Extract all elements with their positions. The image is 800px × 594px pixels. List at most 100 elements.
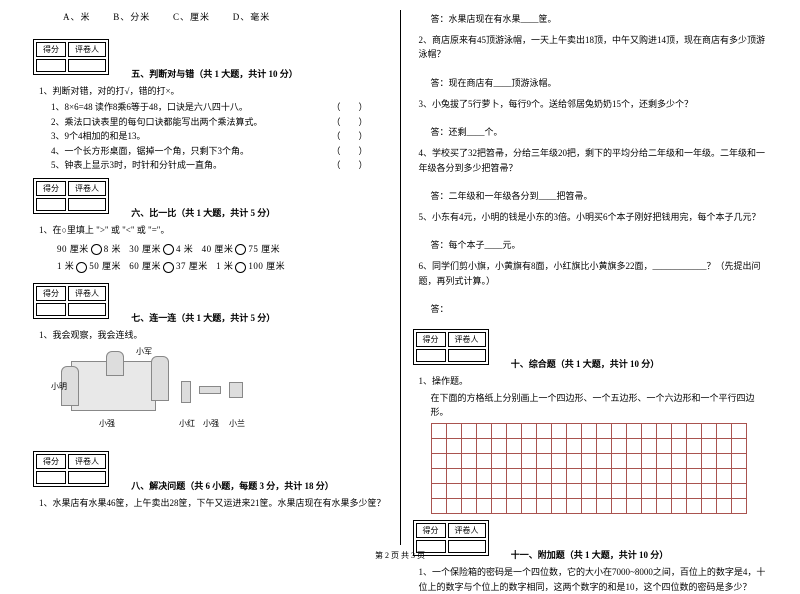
fig-label-xl: 小兰 [229,418,245,429]
grid-cell [641,454,656,469]
grid-cell [446,424,461,439]
grid-cell [686,484,701,499]
grid-cell [506,484,521,499]
section-8-title: 八、解决问题（共 6 小题，每题 3 分，共计 18 分） [131,479,334,492]
grid-cell [536,424,551,439]
grid-cell [476,499,491,514]
s8-a3: 答：还剩____个。 [431,125,768,138]
grid-cell [611,439,626,454]
grid-cell [596,484,611,499]
grid-cell [641,424,656,439]
score-box-5: 得分 评卷人 [33,39,109,75]
grid-cell [641,499,656,514]
option-c: C、厘米 [173,12,210,22]
score-label: 得分 [36,181,66,196]
grid-cell [431,454,446,469]
connect-figure: 小明 小军 小强 小红 小强 小兰 [51,346,251,441]
grid-cell [731,499,746,514]
grid-cell [521,454,536,469]
paren: （ ） [331,158,367,172]
option-d: D、毫米 [233,12,271,22]
circle-icon [76,262,87,273]
grid-cell [656,469,671,484]
cmp5b: 37 厘米 [176,261,208,271]
grid-cell [461,454,476,469]
cmp2b: 4 米 [176,244,193,254]
grid-cell [701,484,716,499]
option-b: B、分米 [113,12,150,22]
grid-cell [596,424,611,439]
grid-cell [596,469,611,484]
circle-icon [235,262,246,273]
grid-cell [476,469,491,484]
grid-cell [446,469,461,484]
grid-cell [581,469,596,484]
grid-cell [521,499,536,514]
score-box-8: 得分 评卷人 [33,451,109,487]
grid-cell [446,499,461,514]
grid-cell [701,424,716,439]
grid-cell [671,469,686,484]
grid-cell [491,454,506,469]
grader-label: 评卷人 [68,42,106,57]
section-8-header: 得分 评卷人 八、解决问题（共 6 小题，每题 3 分，共计 18 分） [33,445,388,492]
grid-cell [581,484,596,499]
grid-cell [491,499,506,514]
grid-cell [536,469,551,484]
s8-a5: 答：每个本子____元。 [431,238,768,251]
grid-cell [506,424,521,439]
circle-icon [91,244,102,255]
grid-cell [461,469,476,484]
grader-label: 评卷人 [68,454,106,469]
s5-q1a: 1、8×6=48 读作8乘6等于48，口诀是六八四十八。 （ ） [51,100,388,114]
s8-a2: 答：现在商店有____顶游泳帽。 [431,76,768,89]
grid-cell [476,484,491,499]
paren: （ ） [331,115,367,129]
grid-cell [596,499,611,514]
grid-cell [521,424,536,439]
grid-cell [431,499,446,514]
cmp3a: 40 厘米 [202,244,234,254]
grid-cell [656,499,671,514]
score-label: 得分 [416,332,446,347]
circle-icon [235,244,246,255]
grid-cell [641,439,656,454]
grid-cell [716,439,731,454]
fig-label-xq: 小强 [99,418,115,429]
grid-cell [506,469,521,484]
fig-label-xq2: 小强 [203,418,219,429]
s5-q1a-text: 1、8×6=48 读作8乘6等于48，口诀是六八四十八。 [51,102,248,112]
grid-cell [611,469,626,484]
compare-row-1: 90 厘米8 米 30 厘米4 米 40 厘米75 厘米 [57,242,388,255]
paren: （ ） [331,100,367,114]
grid-cell [731,454,746,469]
grid-cell [686,499,701,514]
grid-cell [431,424,446,439]
s10-q1a: 在下面的方格纸上分别画上一个四边形、一个五边形、一个六边形和一个平行四边形。 [431,391,768,420]
grid-cell [641,469,656,484]
grid-cell [566,484,581,499]
grader-label: 评卷人 [68,286,106,301]
object-figure [199,386,221,394]
grid-cell [581,424,596,439]
grid-cell [566,469,581,484]
mc-options: A、米 B、分米 C、厘米 D、毫米 [63,10,388,23]
grid-cell [536,484,551,499]
grid-cell [731,439,746,454]
s5-q1d: 4、一个长方形桌面，锯掉一个角，只剩下3个角。（ ） [51,144,388,158]
cmp4a: 1 米 [57,261,74,271]
grid-cell [671,454,686,469]
grid-cell [491,469,506,484]
grid-cell [431,439,446,454]
grid-cell [686,439,701,454]
grid-cell [626,424,641,439]
column-divider [400,10,401,545]
right-column: 答：水果店现在有水果____筐。 2、商店原来有45顶游泳帽，一天上午卖出18顶… [405,10,776,545]
grid-cell [461,439,476,454]
grid-cell [656,454,671,469]
grid-cell [551,454,566,469]
score-box-10: 得分 评卷人 [413,329,489,365]
s5-q1c: 3、9个4相加的和是13。（ ） [51,129,388,143]
grid-cell [611,484,626,499]
grid-cell [536,439,551,454]
